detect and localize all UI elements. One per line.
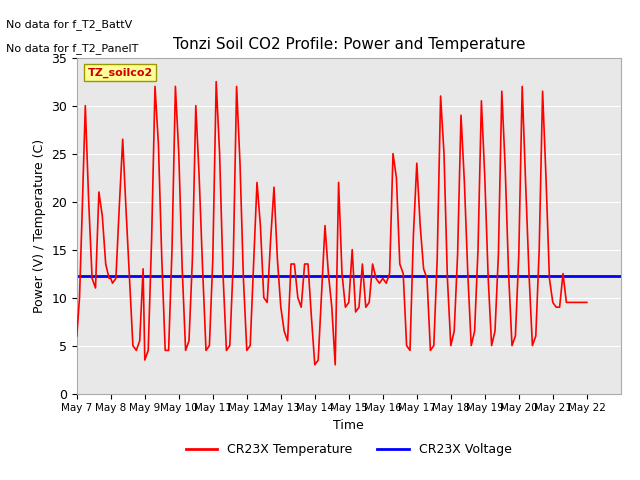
Text: TZ_soilco2: TZ_soilco2 <box>88 68 153 78</box>
Text: No data for f_T2_PanelT: No data for f_T2_PanelT <box>6 43 139 54</box>
Y-axis label: Power (V) / Temperature (C): Power (V) / Temperature (C) <box>33 139 45 312</box>
X-axis label: Time: Time <box>333 419 364 432</box>
Text: No data for f_T2_BattV: No data for f_T2_BattV <box>6 19 132 30</box>
Legend: CR23X Temperature, CR23X Voltage: CR23X Temperature, CR23X Voltage <box>181 438 516 461</box>
Title: Tonzi Soil CO2 Profile: Power and Temperature: Tonzi Soil CO2 Profile: Power and Temper… <box>173 37 525 52</box>
